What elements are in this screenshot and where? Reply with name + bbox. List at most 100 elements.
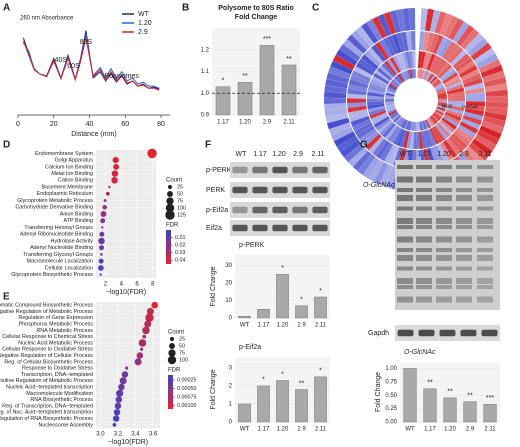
dot (125, 366, 129, 370)
circos-cell (368, 136, 385, 154)
circos-cell (370, 112, 388, 122)
circos-cell (433, 112, 442, 119)
blot-band (397, 195, 413, 201)
panel-letter: C (312, 3, 319, 14)
circos-cell (455, 127, 474, 142)
chart-subtitle: Fold Change (235, 14, 277, 21)
circos-cell (473, 47, 496, 65)
dot (116, 389, 124, 397)
circos-cell (353, 66, 373, 79)
circos-cell (328, 122, 352, 136)
circos-cell (425, 129, 434, 147)
circos-cell (351, 30, 371, 51)
dot (98, 265, 104, 271)
circos-cell (429, 76, 438, 84)
circos-cell (407, 69, 412, 79)
circos-cell (408, 8, 416, 31)
circos-cell (464, 82, 484, 91)
circos-cell (424, 71, 431, 81)
circos-cell (431, 114, 440, 123)
bar (257, 309, 270, 319)
circos-cell (385, 90, 395, 95)
circos-cell (442, 115, 459, 127)
dot (113, 163, 120, 170)
circos-cell (450, 49, 467, 67)
circos-cell (437, 102, 447, 106)
circos-cell (442, 41, 456, 60)
blot-band (397, 255, 413, 261)
circos-cell (384, 124, 398, 140)
y-tick-label: Phosphorus Metabolic Process (19, 321, 94, 327)
bar (295, 305, 308, 319)
circos-cell (405, 31, 412, 51)
x-tick-label: WT (240, 427, 250, 433)
y-axis-label: Fold Change (210, 266, 217, 306)
circos-cell (448, 18, 464, 41)
circos-cell (429, 33, 439, 53)
dot (138, 339, 147, 347)
circos-cell (368, 159, 384, 182)
circos-cell (426, 72, 433, 82)
legend-label: WT (138, 11, 150, 18)
circos-cell (483, 76, 507, 88)
blot-band (416, 206, 432, 211)
y-tick-label: 3 (229, 365, 233, 371)
circos-cell (340, 139, 362, 158)
significance-label: ** (467, 392, 473, 399)
blot-band (252, 206, 268, 214)
circos-cell (347, 84, 368, 92)
blot-band (292, 186, 308, 194)
circos-cell (379, 121, 394, 136)
circos-cell (361, 22, 379, 44)
dot (115, 396, 123, 403)
circos-cell (428, 74, 436, 83)
chart-title: 260 nm Absorbance (20, 16, 74, 22)
blot-band (272, 186, 288, 194)
circos-cell (410, 31, 416, 51)
x-axis-label: −log10(FDR) (108, 439, 148, 446)
significance-label: * (281, 371, 284, 378)
circos-cell (396, 32, 406, 53)
row-label: PERK (206, 187, 225, 194)
blot-band (232, 224, 248, 232)
row-label: p-Eif2a (206, 207, 228, 214)
circos-cell (391, 113, 400, 121)
x-tick-label: WT (405, 427, 415, 433)
circos-cell (423, 130, 430, 148)
significance-label: ** (286, 56, 292, 63)
legend-label: 1.20 (138, 20, 152, 27)
blot-band (416, 285, 432, 289)
blot-band (416, 225, 432, 229)
panel-letter: B (182, 3, 189, 14)
blot-band (477, 248, 493, 252)
circos-cell (430, 56, 442, 73)
circos-cell (465, 96, 485, 102)
circos-cell (394, 76, 402, 85)
circos-cell (387, 108, 397, 114)
blot-band (481, 329, 498, 337)
circos-cell (399, 118, 406, 128)
chart-title: p-Eif2a (239, 344, 261, 351)
legend-label: 0.00075 (177, 395, 197, 401)
significance-label: *** (486, 395, 494, 402)
blot-band (436, 218, 452, 224)
blot-band (397, 296, 413, 303)
circos-cell (413, 69, 416, 79)
circos-cell (347, 34, 367, 54)
y-tick-label: Cellular Localization (45, 265, 93, 271)
circos-cell (382, 123, 396, 138)
blot-band (232, 206, 248, 214)
circos-cell (403, 70, 409, 80)
bar (215, 86, 231, 116)
circos-cell (386, 88, 396, 94)
circos-cell (457, 60, 476, 75)
row-label: p-PERK (206, 167, 232, 174)
circos-cell (484, 111, 507, 122)
x-tick-label: 80 (157, 121, 165, 128)
circos-cell (348, 79, 369, 89)
y-tick-label: Metal Ion Binding (51, 171, 93, 177)
x-tick-label: 1.17 (258, 323, 270, 329)
blot-band (292, 206, 308, 214)
circos-cell (388, 109, 398, 116)
